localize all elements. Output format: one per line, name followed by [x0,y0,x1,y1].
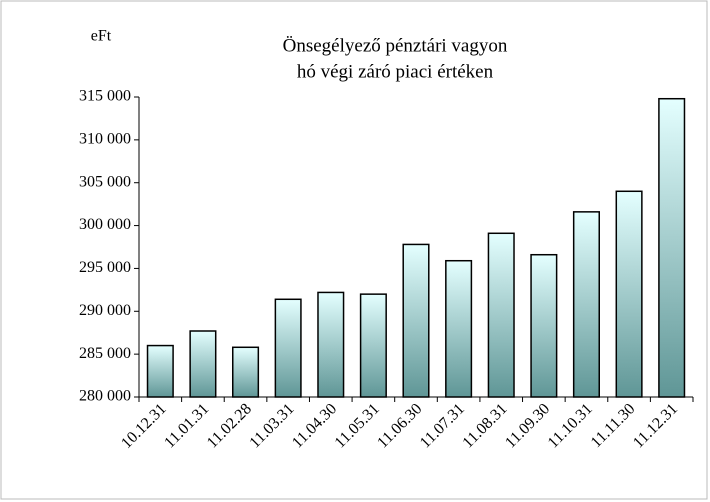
y-tick-label: 305 000 [79,173,131,190]
bar [189,330,217,398]
y-tick-label: 280 000 [79,388,131,405]
bar [615,190,643,398]
y-tick-label: 290 000 [79,302,131,319]
bar [658,97,686,398]
bar [402,243,430,398]
bar [317,291,345,398]
y-tick-label: 300 000 [79,216,131,233]
bar [146,344,174,398]
y-tick-label: 315 000 [79,88,131,105]
y-tick-label: 295 000 [79,259,131,276]
y-tick-label: 310 000 [79,131,131,148]
bar [274,298,302,398]
bar [359,293,387,398]
chart-subtitle: hó végi záró piaci értéken [297,61,494,82]
bar [232,346,260,398]
bar [445,259,473,398]
bar [487,232,515,398]
chart-title: Önsegélyező pénztári vagyon [283,35,508,56]
y-tick-label: 285 000 [79,345,131,362]
bar [572,211,600,398]
y-axis-label: eFt [91,28,112,45]
bar [530,253,558,398]
